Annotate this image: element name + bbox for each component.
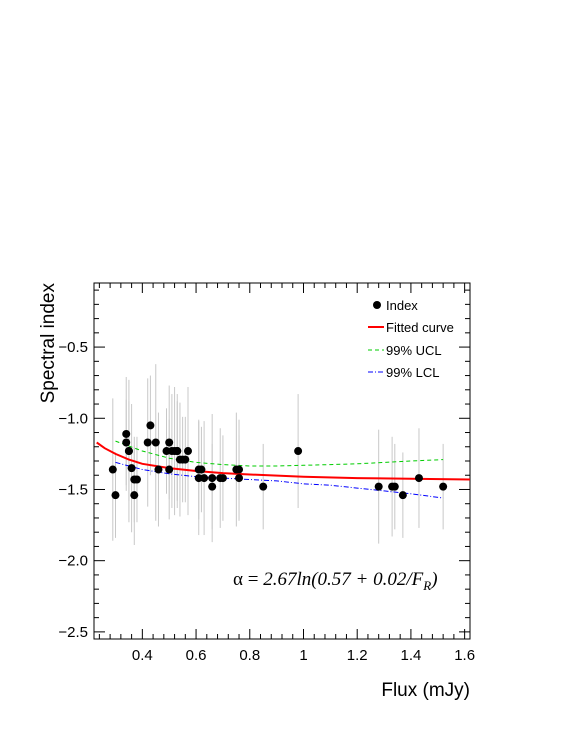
data-point bbox=[127, 464, 136, 473]
data-points bbox=[108, 421, 448, 500]
errorbars bbox=[109, 364, 447, 546]
data-point bbox=[208, 474, 217, 483]
data-point bbox=[184, 447, 192, 456]
y-tick-label: −2.0 bbox=[58, 553, 88, 570]
x-axis-title: Flux (mJy) bbox=[381, 680, 470, 701]
x-tick-label: 0.6 bbox=[186, 647, 207, 664]
y-tick-label: −1.5 bbox=[58, 481, 88, 498]
x-tick-label: 1.4 bbox=[400, 647, 421, 664]
data-point bbox=[143, 438, 152, 447]
formula-subscript: R bbox=[422, 578, 431, 593]
legend-label-lcl: 99% LCL bbox=[386, 365, 439, 380]
formula-body: 2.67ln(0.57 + 0.02/F bbox=[263, 569, 423, 590]
data-point bbox=[439, 482, 448, 491]
data-point bbox=[151, 438, 160, 447]
ucl-curve bbox=[115, 440, 444, 467]
x-tick-label: 1.2 bbox=[347, 647, 368, 664]
y-tick-label: −1.0 bbox=[58, 410, 88, 427]
data-point bbox=[218, 474, 227, 483]
axis-ticks bbox=[94, 283, 470, 639]
data-point bbox=[200, 474, 209, 483]
data-point bbox=[208, 482, 217, 491]
y-tick-label: −2.5 bbox=[58, 624, 88, 641]
lcl-curve bbox=[115, 461, 444, 499]
data-point bbox=[414, 474, 423, 483]
legend-label-ucl: 99% UCL bbox=[386, 343, 442, 358]
data-point bbox=[111, 491, 120, 500]
tick-labels: 0.4 0.6 0.8 1 1.2 1.4 1.6 −0.5 −1.0 −1.5 −2.0 −2.5 bbox=[58, 339, 475, 664]
data-point bbox=[235, 465, 244, 474]
formula-alpha: α bbox=[233, 569, 243, 590]
data-point bbox=[374, 482, 383, 491]
y-tick-label: −0.5 bbox=[58, 339, 88, 356]
x-tick-label: 0.4 bbox=[132, 647, 153, 664]
data-point bbox=[122, 438, 131, 447]
data-point bbox=[181, 455, 190, 464]
fit-formula: α = 2.67ln(0.57 + 0.02/FR) bbox=[233, 569, 438, 593]
data-point bbox=[122, 429, 131, 438]
data-point bbox=[390, 482, 399, 491]
curves bbox=[96, 440, 471, 499]
data-point bbox=[398, 491, 407, 500]
data-point bbox=[132, 475, 141, 484]
data-point bbox=[154, 465, 163, 474]
data-point bbox=[294, 447, 303, 456]
data-point bbox=[124, 447, 133, 456]
x-tick-label: 0.8 bbox=[239, 647, 260, 664]
formula-equals: = bbox=[243, 569, 263, 590]
legend-marker-index bbox=[373, 301, 381, 309]
data-point bbox=[197, 465, 206, 474]
formula-close: ) bbox=[430, 569, 437, 590]
data-point bbox=[259, 482, 268, 491]
data-point bbox=[173, 447, 182, 456]
data-point bbox=[165, 465, 174, 474]
x-tick-label: 1 bbox=[299, 647, 307, 664]
legend-label-index: Index bbox=[386, 298, 418, 313]
y-axis-title: Spectral index bbox=[38, 283, 59, 404]
data-point bbox=[108, 465, 117, 474]
x-tick-label: 1.6 bbox=[454, 647, 475, 664]
data-point bbox=[235, 474, 244, 483]
legend-label-fitted: Fitted curve bbox=[386, 320, 454, 335]
data-point bbox=[130, 491, 139, 500]
legend: Index Fitted curve 99% UCL 99% LCL bbox=[368, 298, 454, 380]
data-point bbox=[146, 421, 155, 430]
data-point bbox=[165, 438, 174, 447]
